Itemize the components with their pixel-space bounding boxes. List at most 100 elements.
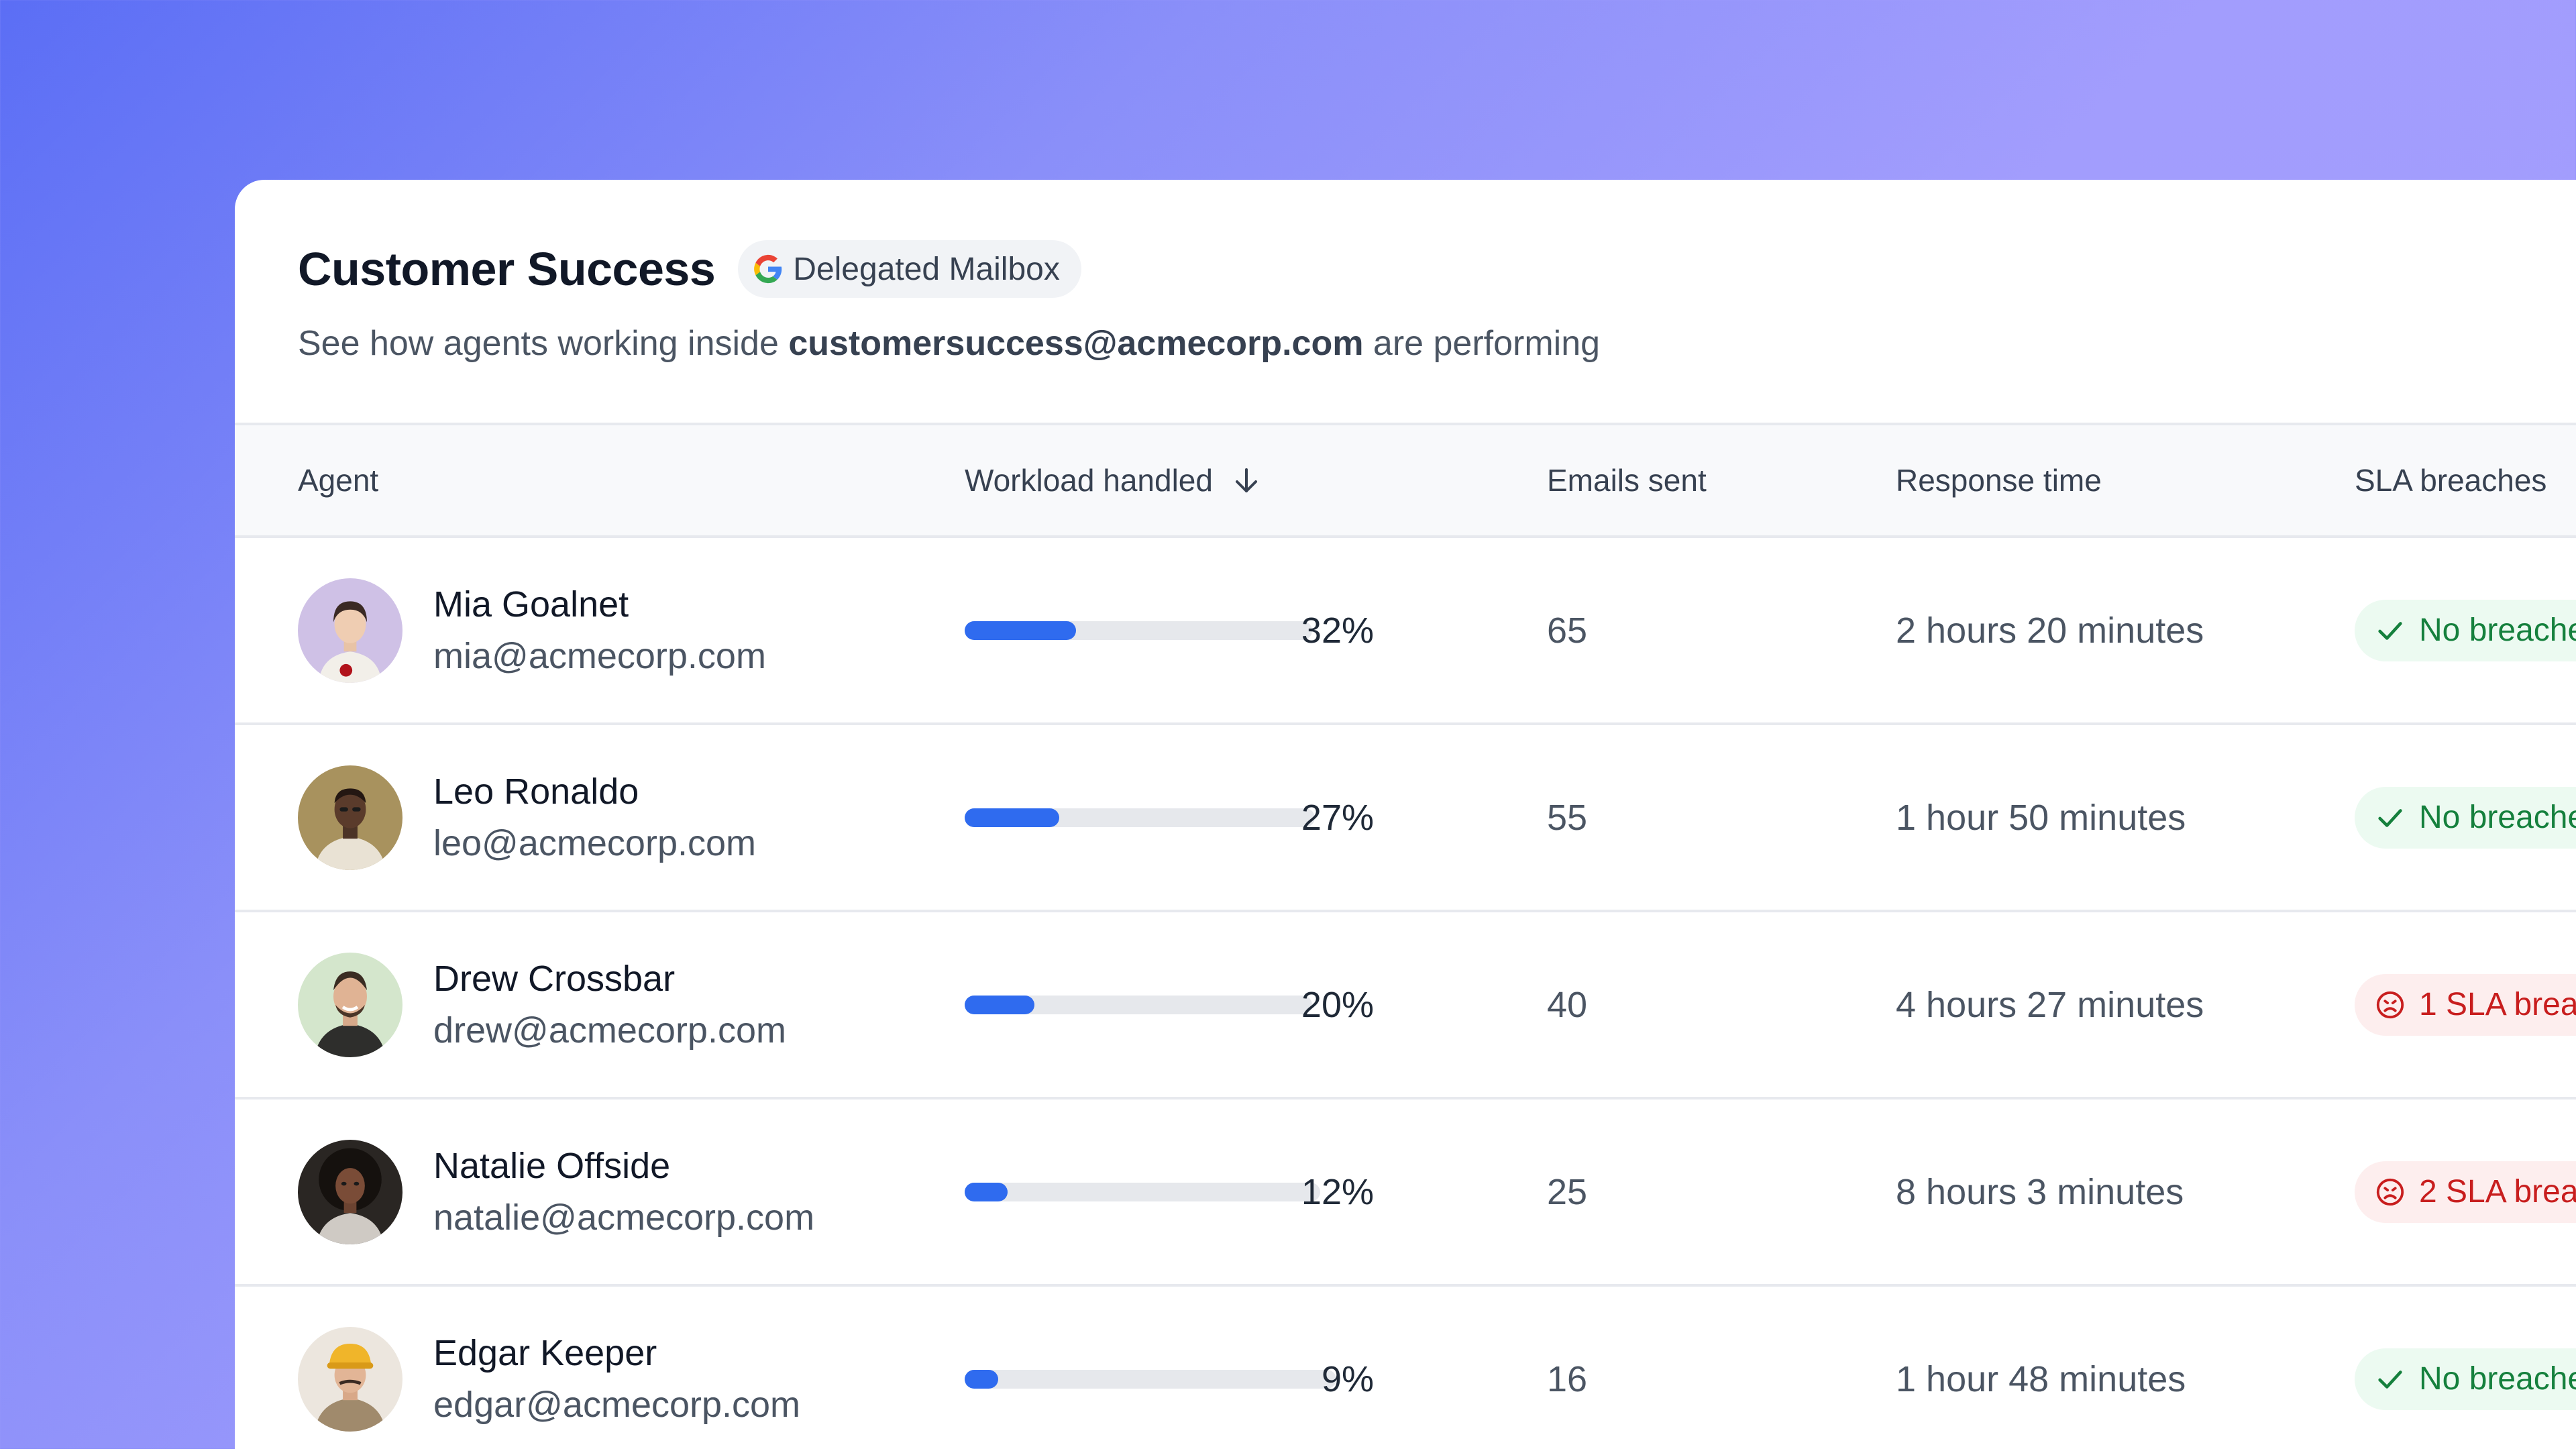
sla-cell: 2 SLA breaches — [2355, 1099, 2576, 1284]
response-time-value: 1 hour 48 minutes — [1896, 1358, 2186, 1399]
table-row[interactable]: Drew Crossbar drew@acmecorp.com 20% 40 4… — [235, 912, 2576, 1099]
page-title: Customer Success — [298, 243, 716, 295]
workload-bar — [965, 1369, 1336, 1389]
sla-status-badge[interactable]: No breaches — [2355, 1348, 2576, 1410]
sla-status-label: No breaches — [2419, 1361, 2576, 1397]
agent-name: Leo Ronaldo — [433, 771, 639, 812]
sla-cell: No breaches — [2355, 725, 2576, 910]
agent-cell: Natalie Offside natalie@acmecorp.com — [298, 1099, 814, 1284]
emails-sent-value: 65 — [1547, 610, 1588, 651]
sla-status-label: No breaches — [2419, 612, 2576, 648]
page-subtitle: See how agents working inside customersu… — [298, 323, 2576, 364]
workload-cell: 20% — [965, 912, 1374, 1097]
check-icon — [2378, 621, 2402, 640]
sla-status-badge[interactable]: No breaches — [2355, 599, 2576, 661]
response-cell: 4 hours 27 minutes — [1896, 912, 2204, 1097]
emails-cell: 16 — [1547, 1287, 1587, 1449]
mailbox-badge-label: Delegated Mailbox — [793, 251, 1060, 287]
workload-bar-fill — [965, 621, 1076, 640]
workload-bar-fill — [965, 995, 1034, 1014]
table-row[interactable]: Edgar Keeper edgar@acmecorp.com 9% 16 1 … — [235, 1287, 2576, 1449]
agent-info: Edgar Keeper edgar@acmecorp.com — [433, 1330, 800, 1428]
agent-performance-card: Customer Success Delegated Mailbox See h… — [235, 180, 2576, 1449]
column-header-workload[interactable]: Workload handled — [965, 425, 1263, 535]
agent-info: Drew Crossbar drew@acmecorp.com — [433, 955, 786, 1053]
workload-percent: 32% — [1301, 610, 1374, 651]
sla-status-badge[interactable]: 2 SLA breaches — [2355, 1161, 2576, 1223]
workload-cell: 27% — [965, 725, 1374, 910]
agent-cell: Leo Ronaldo leo@acmecorp.com — [298, 725, 756, 910]
avatar — [298, 1139, 402, 1244]
sla-status-label: 1 SLA breach — [2419, 987, 2576, 1022]
response-time-value: 1 hour 50 minutes — [1896, 797, 2186, 838]
workload-bar — [965, 621, 1312, 640]
response-time-value: 8 hours 3 minutes — [1896, 1171, 2184, 1212]
workload-cell: 9% — [965, 1287, 1374, 1449]
sla-status-badge[interactable]: 1 SLA breach — [2355, 973, 2576, 1036]
agent-cell: Edgar Keeper edgar@acmecorp.com — [298, 1287, 800, 1449]
workload-percent: 27% — [1301, 797, 1374, 838]
table-header: Agent Workload handled Emails sent Respo… — [235, 423, 2576, 538]
avatar — [298, 1326, 402, 1432]
sla-cell: No breaches — [2355, 1287, 2576, 1449]
emails-sent-value: 55 — [1547, 797, 1588, 838]
sort-descending-icon[interactable] — [1230, 464, 1263, 496]
workload-cell: 12% — [965, 1099, 1374, 1284]
mailbox-email: customersuccess@acmecorp.com — [788, 324, 1364, 363]
response-time-value: 2 hours 20 minutes — [1896, 610, 2204, 651]
table-row[interactable]: Mia Goalnet mia@acmecorp.com 32% 65 2 ho… — [235, 538, 2576, 725]
card-header: Customer Success Delegated Mailbox See h… — [235, 180, 2576, 423]
agent-email: drew@acmecorp.com — [433, 1010, 786, 1051]
workload-cell: 32% — [965, 538, 1374, 722]
response-cell: 8 hours 3 minutes — [1896, 1099, 2184, 1284]
column-header-agent[interactable]: Agent — [298, 463, 379, 498]
sla-status-label: 2 SLA breaches — [2419, 1174, 2576, 1210]
column-header-response[interactable]: Response time — [1896, 463, 2102, 498]
workload-bar-fill — [965, 1182, 1008, 1201]
table-row[interactable]: Natalie Offside natalie@acmecorp.com 12%… — [235, 1099, 2576, 1287]
sla-cell: 1 SLA breach — [2355, 912, 2576, 1097]
google-icon — [754, 254, 782, 284]
agent-email: leo@acmecorp.com — [433, 822, 756, 863]
workload-percent: 12% — [1301, 1171, 1374, 1212]
agent-name: Drew Crossbar — [433, 959, 676, 1000]
agent-info: Leo Ronaldo leo@acmecorp.com — [433, 768, 756, 866]
emails-cell: 65 — [1547, 538, 1587, 722]
workload-percent: 9% — [1321, 1358, 1374, 1399]
delegated-mailbox-badge[interactable]: Delegated Mailbox — [738, 240, 1081, 298]
response-time-value: 4 hours 27 minutes — [1896, 984, 2204, 1025]
agent-cell: Drew Crossbar drew@acmecorp.com — [298, 912, 786, 1097]
column-header-workload-label: Workload handled — [965, 463, 1213, 498]
agent-cell: Mia Goalnet mia@acmecorp.com — [298, 538, 766, 722]
column-header-sla[interactable]: SLA breaches — [2355, 463, 2547, 498]
response-cell: 1 hour 48 minutes — [1896, 1287, 2186, 1449]
table-row[interactable]: Leo Ronaldo leo@acmecorp.com 27% 55 1 ho… — [235, 725, 2576, 912]
agent-name: Edgar Keeper — [433, 1333, 657, 1374]
agent-info: Natalie Offside natalie@acmecorp.com — [433, 1142, 814, 1240]
workload-bar — [965, 808, 1315, 827]
response-cell: 2 hours 20 minutes — [1896, 538, 2204, 722]
workload-percent: 20% — [1301, 984, 1374, 1025]
sla-status-badge[interactable]: No breaches — [2355, 786, 2576, 849]
sla-status-label: No breaches — [2419, 800, 2576, 835]
agent-email: mia@acmecorp.com — [433, 635, 766, 676]
avatar — [298, 765, 402, 870]
agent-email: natalie@acmecorp.com — [433, 1197, 815, 1238]
title-row: Customer Success Delegated Mailbox — [298, 240, 2576, 298]
workload-bar — [965, 1182, 1320, 1201]
check-icon — [2378, 1370, 2402, 1389]
agent-name: Natalie Offside — [433, 1146, 671, 1187]
agent-info: Mia Goalnet mia@acmecorp.com — [433, 581, 766, 679]
column-header-emails[interactable]: Emails sent — [1547, 463, 1707, 498]
emails-cell: 55 — [1547, 725, 1587, 910]
emails-sent-value: 16 — [1547, 1358, 1588, 1399]
response-cell: 1 hour 50 minutes — [1896, 725, 2186, 910]
workload-bar-fill — [965, 1369, 998, 1389]
sla-cell: No breaches — [2355, 538, 2576, 722]
sad-face-icon — [2376, 991, 2404, 1018]
check-icon — [2378, 808, 2402, 827]
emails-cell: 40 — [1547, 912, 1587, 1097]
subtitle-suffix: are performing — [1363, 324, 1601, 363]
subtitle-prefix: See how agents working inside — [298, 324, 789, 363]
emails-cell: 25 — [1547, 1099, 1587, 1284]
